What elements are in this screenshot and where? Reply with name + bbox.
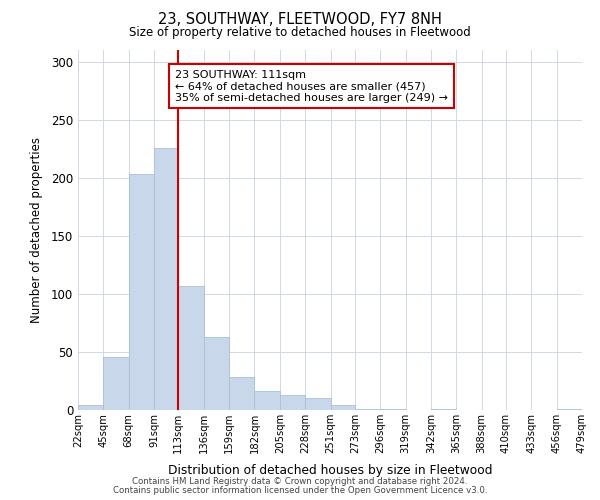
Text: Contains public sector information licensed under the Open Government Licence v3: Contains public sector information licen…	[113, 486, 487, 495]
Bar	[154, 148, 178, 410]
Bar	[557, 409, 582, 410]
Bar	[204, 337, 229, 410]
Bar	[355, 409, 380, 410]
Bar	[103, 356, 129, 410]
Text: 23 SOUTHWAY: 111sqm
← 64% of detached houses are smaller (457)
35% of semi-detac: 23 SOUTHWAY: 111sqm ← 64% of detached ho…	[175, 70, 448, 103]
Bar	[78, 406, 103, 410]
Bar	[380, 409, 406, 410]
X-axis label: Distribution of detached houses by size in Fleetwood: Distribution of detached houses by size …	[168, 464, 492, 477]
Bar	[280, 395, 305, 410]
Bar	[229, 378, 254, 410]
Bar	[129, 174, 154, 410]
Text: 23, SOUTHWAY, FLEETWOOD, FY7 8NH: 23, SOUTHWAY, FLEETWOOD, FY7 8NH	[158, 12, 442, 28]
Bar	[178, 286, 204, 410]
Text: Size of property relative to detached houses in Fleetwood: Size of property relative to detached ho…	[129, 26, 471, 39]
Text: Contains HM Land Registry data © Crown copyright and database right 2024.: Contains HM Land Registry data © Crown c…	[132, 477, 468, 486]
Bar	[331, 406, 355, 410]
Bar	[254, 392, 280, 410]
Bar	[431, 409, 456, 410]
Y-axis label: Number of detached properties: Number of detached properties	[29, 137, 43, 323]
Bar	[305, 398, 331, 410]
